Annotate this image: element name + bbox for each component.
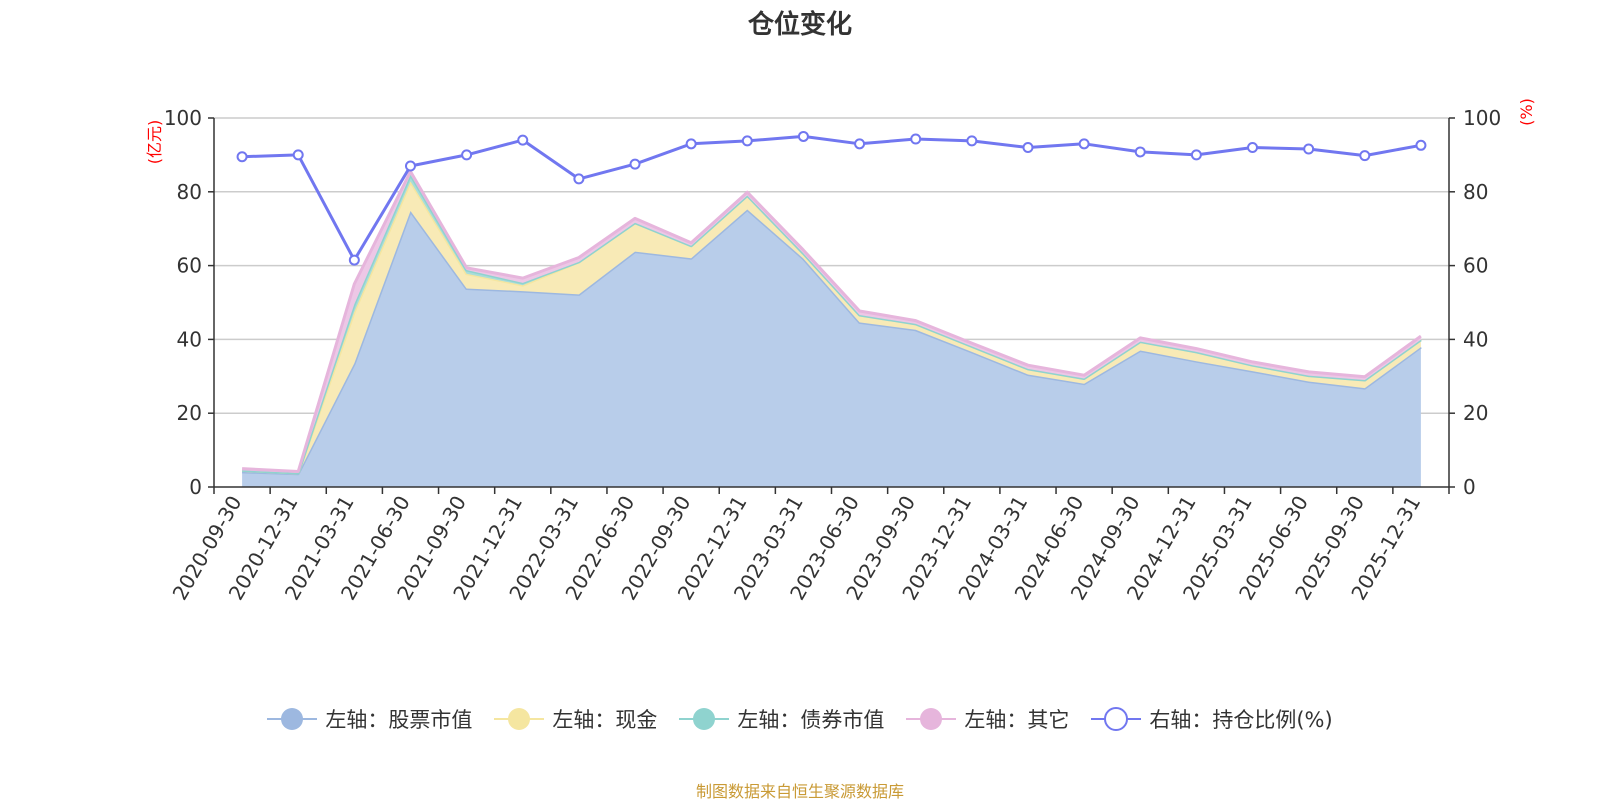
legend-label: 左轴：其它	[964, 708, 1070, 732]
legend-label: 左轴：股票市值	[325, 708, 473, 732]
ratio-point	[348, 254, 360, 266]
chart-title: 仓位变化	[747, 10, 852, 40]
ratio-point	[1303, 143, 1315, 155]
left-tick-label: 60	[177, 254, 202, 278]
legend-marker-icon	[679, 708, 730, 730]
area-series	[242, 170, 1422, 487]
ratio-point	[1247, 142, 1259, 154]
ratio-point	[1190, 149, 1202, 161]
ratio-point	[910, 133, 922, 145]
legend-item[interactable]: 左轴：其它	[906, 704, 1069, 734]
legend-marker-icon	[906, 708, 957, 730]
ratio-point	[236, 151, 248, 163]
left-tick-label: 0	[189, 475, 202, 499]
area-fill	[242, 209, 1421, 487]
legend-marker-icon	[494, 708, 545, 730]
left-tick-label: 20	[177, 401, 202, 425]
ratio-point	[741, 135, 753, 147]
ratio-point	[404, 160, 416, 172]
ratio-point	[966, 135, 978, 147]
legend-marker-dot	[1104, 707, 1129, 731]
legend-marker-icon	[267, 708, 318, 730]
legend-label: 左轴：现金	[552, 708, 658, 732]
ratio-point	[517, 134, 529, 146]
left-tick-label: 100	[164, 106, 202, 130]
left-tick-label: 40	[177, 327, 202, 351]
legend-marker-dot	[693, 708, 716, 730]
legend-marker-dot	[281, 708, 304, 730]
right-axis-unit: (%)	[1517, 98, 1536, 126]
ratio-point	[629, 158, 641, 170]
left-axis-unit: (亿元)	[145, 120, 164, 165]
legend-item[interactable]: 左轴：债券市值	[679, 704, 884, 734]
legend-marker-dot	[508, 708, 531, 730]
legend: 左轴：股票市值 左轴：现金 左轴：债券市值 左轴：其它 右轴：持仓比例(%)	[0, 704, 1600, 734]
ratio-point	[1415, 139, 1427, 151]
ratio-point	[1078, 138, 1090, 150]
area-edge-line	[242, 170, 1422, 473]
ratio-point	[1359, 150, 1371, 162]
ratio-point	[1022, 142, 1034, 154]
ratio-point	[854, 138, 866, 150]
right-tick-label: 80	[1463, 180, 1488, 204]
ratio-point	[573, 173, 585, 185]
ratio-point	[685, 138, 697, 150]
left-tick-label: 80	[177, 180, 202, 204]
legend-item[interactable]: 左轴：股票市值	[267, 704, 472, 734]
ratio-point	[1134, 146, 1146, 158]
legend-label: 左轴：债券市值	[737, 708, 885, 732]
ratio-line-series	[236, 130, 1427, 266]
ratio-point	[797, 130, 809, 142]
right-tick-label: 20	[1463, 401, 1488, 425]
source-note: 制图数据来自恒生聚源数据库	[695, 782, 904, 801]
legend-item[interactable]: 左轴：现金	[494, 704, 657, 734]
legend-item[interactable]: 右轴：持仓比例(%)	[1091, 704, 1333, 734]
ratio-line	[242, 134, 1422, 262]
legend-marker-icon	[1091, 707, 1142, 731]
ratio-point	[461, 149, 473, 161]
right-tick-label: 40	[1463, 327, 1488, 351]
legend-label: 右轴：持仓比例(%)	[1149, 708, 1333, 732]
right-tick-label: 100	[1463, 106, 1501, 130]
right-tick-label: 60	[1463, 254, 1488, 278]
legend-marker-dot	[920, 708, 943, 730]
right-tick-label: 0	[1463, 475, 1476, 499]
ratio-point	[292, 149, 304, 161]
